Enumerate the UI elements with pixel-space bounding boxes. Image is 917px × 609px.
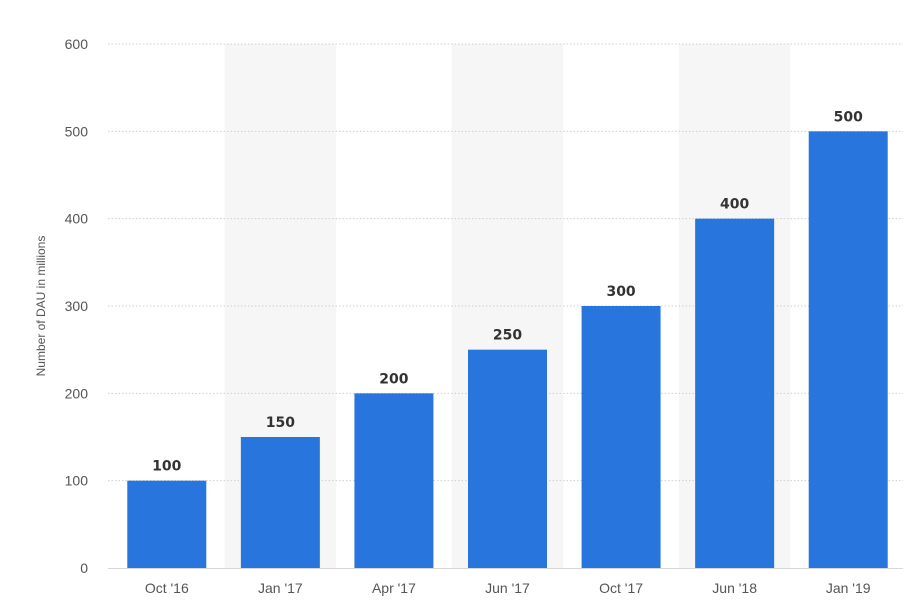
bar	[468, 349, 547, 568]
y-tick-label: 0	[80, 560, 88, 576]
y-tick-label: 100	[65, 473, 89, 489]
y-tick-label: 300	[65, 298, 89, 314]
y-axis-title: Number of DAU in millions	[34, 236, 48, 377]
x-tick-label: Jun '18	[712, 580, 757, 596]
y-axis-ticks: 0 100 200 300 400 500 600	[65, 36, 89, 576]
x-tick-label: Jun '17	[485, 580, 530, 596]
bar	[695, 218, 775, 568]
bar	[354, 393, 434, 568]
x-tick-label: Jan '17	[258, 580, 303, 596]
bar	[240, 437, 320, 568]
x-tick-label: Apr '17	[372, 580, 416, 596]
data-label: 500	[834, 109, 863, 125]
x-tick-label: Oct '17	[599, 580, 643, 596]
data-label: 150	[266, 415, 295, 431]
x-axis-ticks: Oct '16 Jan '17 Apr '17 Jun '17 Oct '17 Jun '…	[145, 580, 871, 596]
data-label: 100	[152, 459, 181, 475]
data-label: 400	[720, 197, 749, 213]
data-labels: 100 150 200 250 300 400 500	[152, 109, 863, 474]
bar	[808, 131, 888, 569]
x-tick-label: Jan '19	[826, 580, 871, 596]
bars	[127, 131, 888, 569]
data-label: 250	[493, 328, 522, 344]
data-label: 300	[606, 284, 635, 300]
bar	[127, 480, 207, 568]
y-tick-label: 400	[65, 211, 89, 227]
data-label: 200	[379, 371, 408, 387]
bar	[581, 306, 661, 568]
y-tick-label: 600	[65, 36, 89, 52]
y-tick-label: 200	[65, 385, 89, 401]
y-tick-label: 500	[65, 123, 89, 139]
x-tick-label: Oct '16	[145, 580, 189, 596]
